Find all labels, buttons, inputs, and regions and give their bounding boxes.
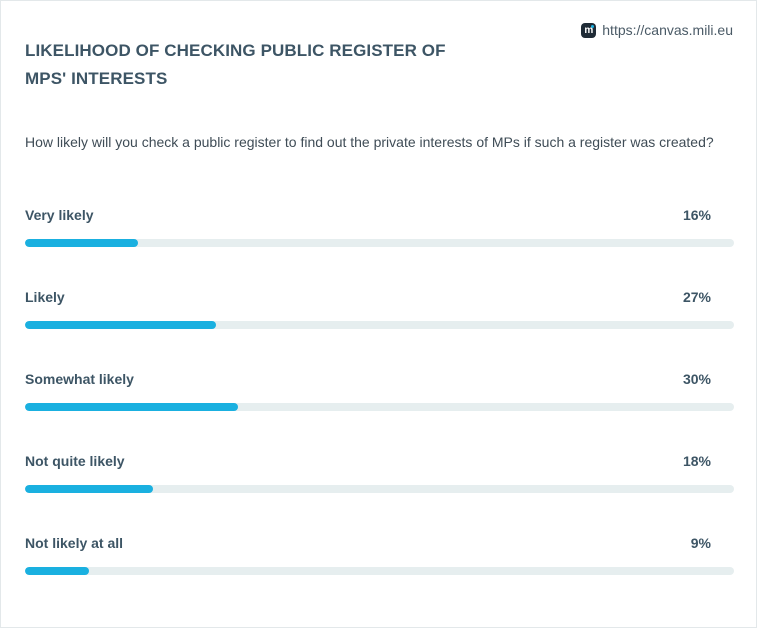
result-row: Likely 27% (25, 286, 734, 368)
bar-fill (25, 485, 153, 493)
result-row: Somewhat likely 30% (25, 368, 734, 450)
bar-value-label: 16% (682, 207, 711, 223)
bar-value-label: 9% (690, 535, 711, 551)
bar-label: Not likely at all (25, 535, 124, 551)
bar-fill (25, 321, 217, 329)
chart-title: LIKELIHOOD OF CHECKING PUBLIC REGISTER O… (25, 41, 446, 88)
result-row: Not likely at all 9% (25, 532, 734, 614)
bar-label: Not quite likely (25, 453, 125, 469)
brand-url: https://canvas.mili.eu (602, 22, 733, 38)
bar-fill (25, 403, 238, 411)
bar-fill (25, 239, 139, 247)
mili-logo-icon: m (581, 22, 597, 38)
bar-label: Somewhat likely (25, 371, 134, 387)
bar-value-label: 30% (682, 371, 711, 387)
result-row: Not quite likely 18% (25, 450, 734, 532)
brand-link[interactable]: m https://canvas.mili.eu (581, 22, 733, 38)
bar-label: Very likely (25, 207, 94, 223)
bar-fill (25, 567, 89, 575)
bar-value-label: 27% (682, 289, 711, 305)
result-row: Very likely 16% (25, 204, 734, 286)
bar-label: Likely (25, 289, 65, 305)
bar-value-label: 18% (682, 453, 711, 469)
bar-track (25, 321, 734, 329)
bar-track (25, 567, 734, 575)
results-list: Very likely 16% Likely 27% Somewhat likely 30… (25, 204, 734, 614)
bar-track (25, 239, 734, 247)
bar-track (25, 485, 734, 493)
bar-track (25, 403, 734, 411)
poll-question: How likely will you check a public regis… (25, 134, 714, 150)
